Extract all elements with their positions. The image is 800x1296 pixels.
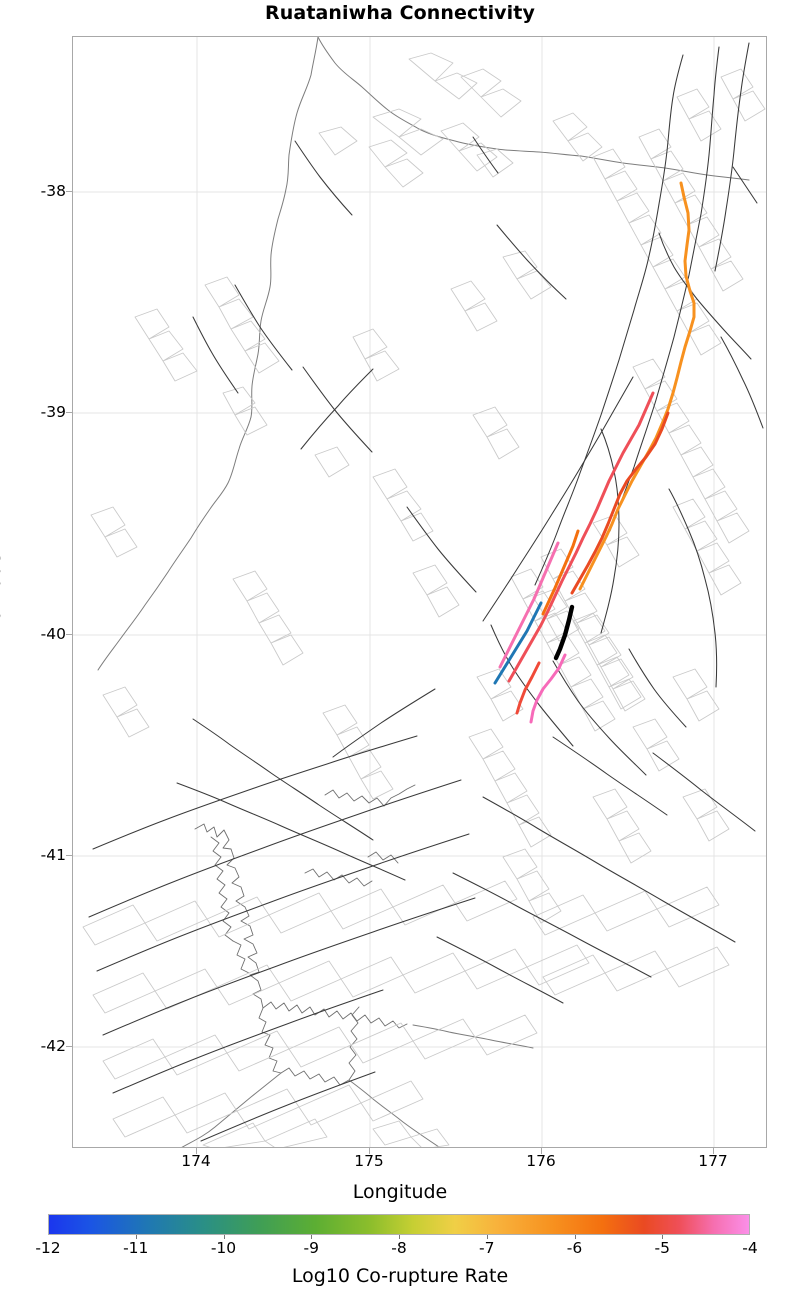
colorbar-tick-mark: [311, 1235, 313, 1239]
xtick-mark: [196, 1148, 197, 1154]
colorbar[interactable]: -12 -11 -10 -9 -8 -7 -6 -5 -4 Log10 Co-rupture R…: [0, 1210, 800, 1296]
marlborough-sounds-coast: [194, 784, 416, 1086]
xtick-label: 176: [526, 1152, 556, 1170]
y-axis-ticks: -38 -39 -40 -41 -42: [0, 0, 66, 1296]
colorbar-tick-mark: [486, 1235, 488, 1239]
page-title: Ruataniwha Connectivity: [265, 2, 535, 24]
fault-plane-network-light: [82, 52, 766, 1147]
map-axes[interactable]: [72, 36, 767, 1148]
fault-traces-dark: [88, 42, 764, 1142]
ytick-label: -42: [40, 1037, 66, 1055]
corupture-red-east: [570, 411, 670, 595]
xtick-label: 175: [354, 1152, 384, 1170]
corupture-pink-central: [498, 541, 560, 669]
ytick-mark: [66, 191, 72, 192]
ytick-label: -41: [40, 846, 66, 864]
ytick-label: -38: [40, 182, 66, 200]
corupture-orange-north: [578, 181, 696, 591]
colorbar-tick-label: -4: [742, 1239, 758, 1257]
y-axis-label: Latitude: [0, 552, 5, 632]
corupture-salmon-central: [507, 391, 655, 683]
colorbar-tick-label: -10: [210, 1239, 237, 1257]
corupture-orange-short-mid: [541, 529, 580, 616]
x-axis-label: Longitude: [352, 1181, 448, 1203]
colorbar-tick-label: -5: [654, 1239, 670, 1257]
gridlines: [73, 37, 766, 1147]
colorbar-tick-mark: [135, 1235, 137, 1239]
corupture-red-short-south: [515, 661, 541, 715]
ytick-label: -39: [40, 403, 66, 421]
colorbar-label: Log10 Co-rupture Rate: [291, 1265, 509, 1287]
colorbar-tick-mark: [223, 1235, 225, 1239]
xtick-label: 177: [698, 1152, 728, 1170]
south-island-coast: [181, 1024, 534, 1147]
xtick-mark: [541, 1148, 542, 1154]
ytick-label: -40: [40, 625, 66, 643]
colorbar-tick-mark: [662, 1235, 664, 1239]
colorbar-tick-label: -11: [123, 1239, 149, 1257]
colorbar-tick-label: -7: [479, 1239, 495, 1257]
xtick-label: 174: [181, 1152, 211, 1170]
ytick-mark: [66, 412, 72, 413]
source-fault-ruataniwha: [553, 604, 575, 661]
xtick-mark: [369, 1148, 370, 1154]
corupture-pink-south: [529, 653, 567, 724]
xtick-mark: [713, 1148, 714, 1154]
colorbar-tick-label: -12: [35, 1239, 61, 1257]
colorbar-tick-mark: [399, 1235, 400, 1239]
ytick-mark: [66, 855, 72, 856]
colorbar-tick-label: -6: [566, 1239, 583, 1257]
colorbar-tick-label: -9: [303, 1239, 319, 1257]
ytick-mark: [66, 1046, 72, 1047]
colorbar-tick-mark: [574, 1235, 576, 1239]
corupture-traces: [493, 181, 696, 724]
colorbar-gradient[interactable]: [48, 1214, 750, 1235]
colorbar-tick-label: -8: [391, 1239, 407, 1257]
ytick-mark: [66, 634, 72, 635]
corupture-blue-southwest: [493, 601, 543, 685]
map-canvas: [73, 37, 766, 1147]
